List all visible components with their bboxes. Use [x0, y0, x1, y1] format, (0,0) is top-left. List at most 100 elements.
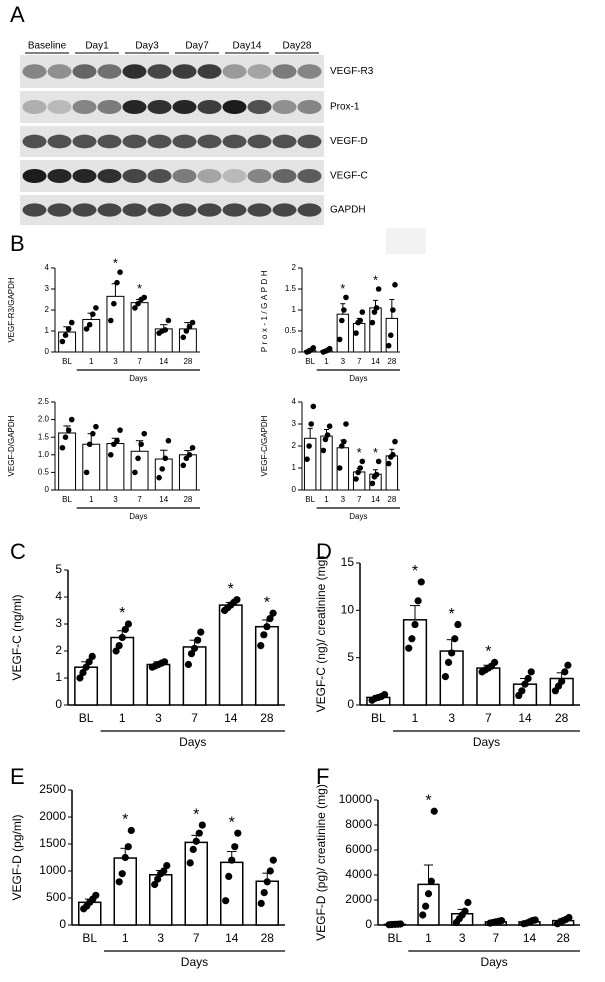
- y-tick-label: 5: [55, 562, 62, 576]
- x-axis-label: Days: [473, 735, 500, 749]
- x-tick-label: 1: [89, 495, 94, 504]
- data-point: [269, 856, 277, 864]
- blot-band: [72, 64, 97, 79]
- y-axis-label: VEGF-C (ng/ml): [10, 594, 24, 680]
- y-tick-label: 1.5: [38, 432, 50, 441]
- significance-star: *: [449, 606, 455, 623]
- x-tick-label: 3: [113, 357, 118, 366]
- data-point: [195, 829, 203, 837]
- x-tick-label: 14: [523, 931, 537, 945]
- y-axis-label: VEGF-C/GAPDH: [260, 415, 269, 476]
- x-tick-label: 7: [137, 357, 142, 366]
- blot-band: [272, 168, 297, 184]
- data-point: [269, 609, 277, 617]
- data-point: [371, 309, 378, 315]
- data-point: [132, 469, 138, 476]
- data-point: [427, 877, 435, 885]
- data-point: [160, 658, 169, 666]
- significance-star: *: [137, 281, 142, 296]
- data-point: [127, 826, 135, 835]
- data-point: [194, 636, 202, 644]
- blot-band: [222, 134, 247, 149]
- bar: [352, 322, 366, 353]
- data-point: [141, 430, 148, 437]
- data-point: [186, 324, 193, 330]
- x-tick-label: 28: [260, 711, 274, 725]
- data-point: [124, 843, 132, 851]
- x-tick-label: 28: [387, 357, 396, 366]
- y-tick-label: 1: [45, 326, 50, 335]
- blot-band: [297, 99, 322, 115]
- y-tick-label: 500: [46, 890, 66, 904]
- y-tick-label: 2: [292, 441, 297, 450]
- x-tick-label: BL: [371, 711, 386, 725]
- y-tick-label: 1: [292, 305, 297, 314]
- blot-band: [197, 203, 222, 217]
- data-point: [92, 891, 100, 899]
- data-point: [390, 307, 396, 313]
- x-tick-label: 14: [224, 711, 238, 725]
- y-tick-label: 1.5: [285, 284, 297, 293]
- data-point: [83, 469, 90, 476]
- blot-group-label: Day7: [185, 41, 209, 52]
- data-point: [186, 452, 193, 458]
- x-tick-label: 1: [324, 357, 329, 366]
- data-point: [192, 837, 200, 845]
- significance-star: *: [228, 581, 234, 598]
- data-point: [320, 447, 327, 454]
- data-point: [414, 597, 422, 605]
- data-point: [357, 465, 364, 471]
- bar: [146, 663, 171, 706]
- data-point: [266, 867, 274, 875]
- y-tick-label: 0.5: [38, 468, 50, 477]
- x-tick-label: BL: [79, 711, 94, 725]
- blot-band: [247, 99, 272, 115]
- data-point: [326, 345, 333, 352]
- data-point: [189, 444, 196, 451]
- data-point: [417, 578, 425, 586]
- blot-group-label: Day14: [233, 41, 262, 52]
- y-tick-label: 1: [292, 463, 297, 472]
- data-point: [187, 650, 196, 658]
- y-tick-label: 0: [59, 917, 66, 931]
- blot-band: [72, 134, 97, 149]
- data-point: [257, 642, 265, 650]
- blot-band: [47, 168, 72, 184]
- panel-label: D: [316, 539, 332, 564]
- x-tick-label: 3: [157, 931, 164, 945]
- y-axis-label: VEGF-C (ng)/ creatinine (mg): [314, 556, 328, 713]
- significance-star: *: [373, 445, 378, 460]
- x-tick-label: 14: [225, 931, 239, 945]
- data-point: [444, 658, 453, 667]
- data-point: [93, 423, 99, 430]
- blot-band: [22, 168, 47, 184]
- y-axis-label: Prox-1/GAPDH: [260, 268, 269, 352]
- blot-band: [222, 203, 247, 217]
- data-point: [304, 456, 310, 463]
- panel-label: A: [10, 2, 25, 27]
- y-tick-label: 4: [55, 589, 62, 603]
- x-tick-label: 28: [261, 931, 275, 945]
- blot-band: [272, 134, 297, 149]
- x-axis-label: Days: [129, 374, 147, 383]
- bar: [218, 604, 243, 706]
- blot-group-label: Day1: [85, 41, 109, 52]
- x-tick-label: 3: [155, 711, 162, 725]
- x-tick-label: BL: [305, 357, 315, 366]
- data-point: [338, 443, 345, 449]
- data-point: [527, 668, 535, 676]
- data-point: [355, 469, 361, 476]
- blot-band: [247, 168, 272, 184]
- protein-label: VEGF-D: [330, 136, 368, 147]
- blot-band: [72, 99, 97, 115]
- data-point: [326, 423, 333, 430]
- blot-band: [222, 64, 247, 79]
- x-tick-label: 3: [113, 495, 118, 504]
- data-point: [419, 911, 427, 919]
- data-point: [441, 673, 450, 681]
- x-axis-label: Days: [349, 512, 367, 521]
- data-point: [141, 294, 148, 301]
- blot-band: [172, 134, 197, 149]
- blot-band: [122, 64, 147, 79]
